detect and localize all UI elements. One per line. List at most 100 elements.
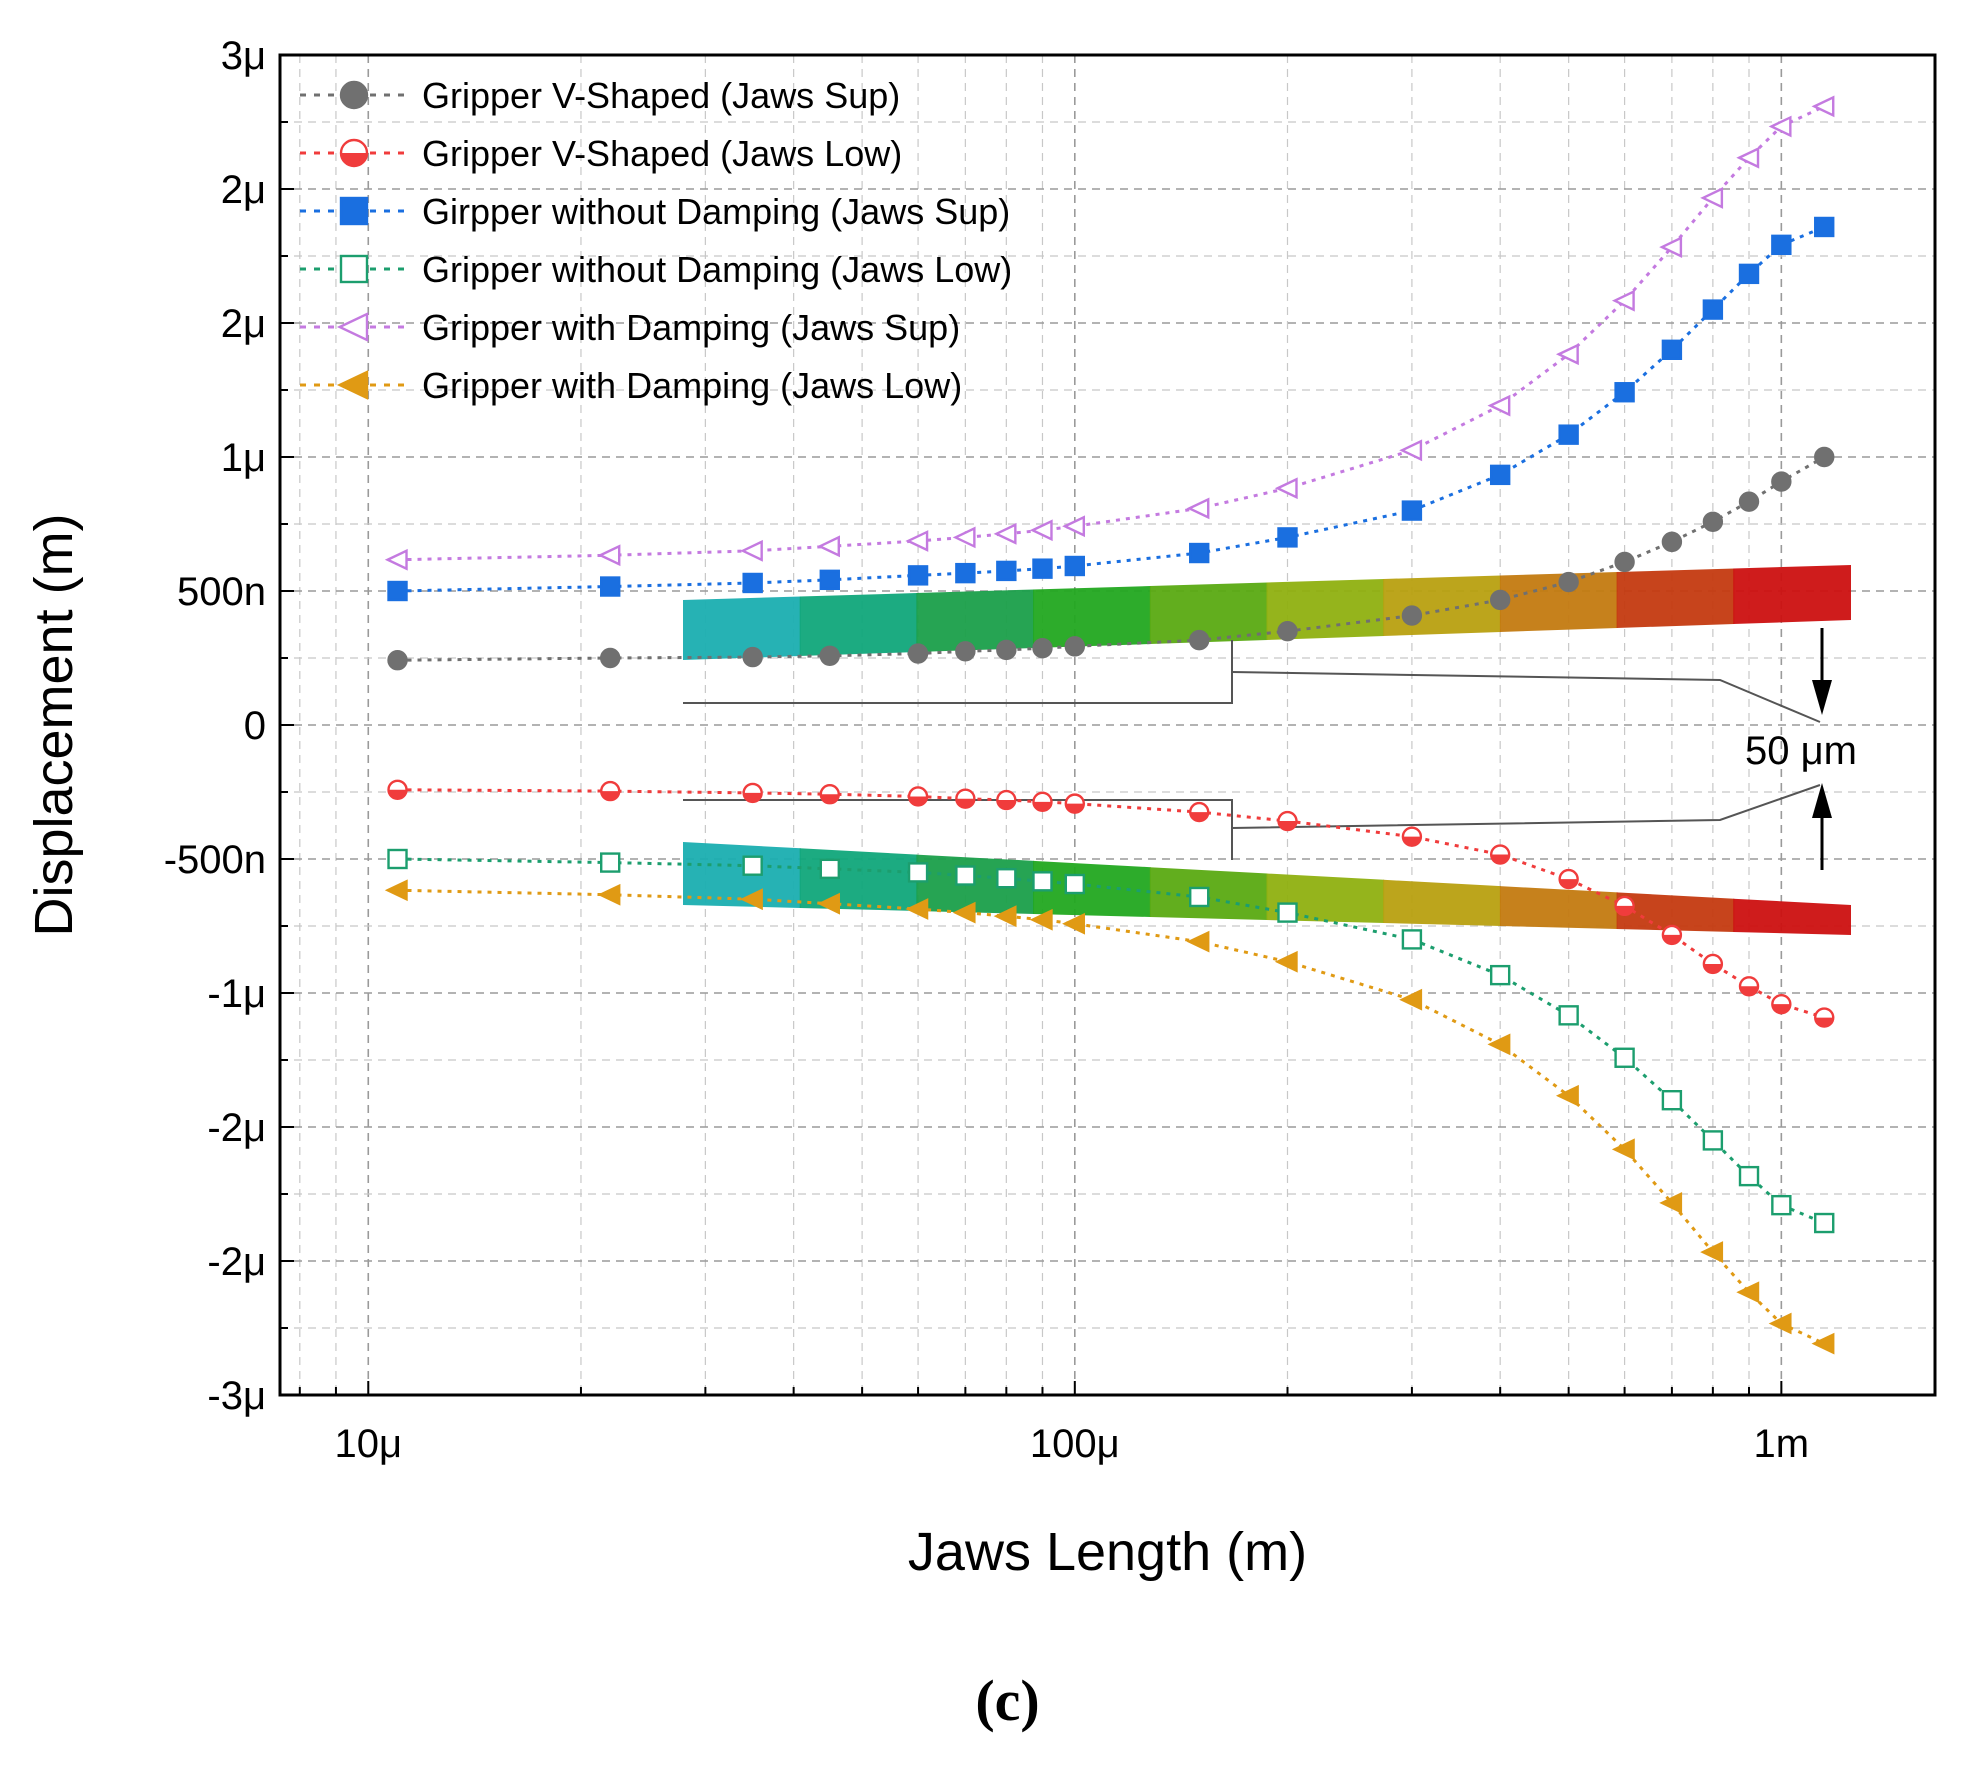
series-4: [387, 848, 1835, 1234]
data-point-half-fill: [1703, 963, 1722, 973]
y-axis-title: Displacement (m): [24, 513, 84, 936]
data-point: [996, 639, 1017, 661]
series-5: [384, 95, 1835, 571]
data-point: [742, 646, 763, 668]
jaw-outline: [683, 640, 1233, 704]
data-point: [1611, 289, 1635, 312]
data-point: [600, 576, 621, 597]
data-point: [1738, 491, 1760, 512]
series-layer: [384, 95, 1835, 1355]
data-point: [1032, 637, 1053, 659]
upper-jaw-segment: [1149, 582, 1268, 644]
data-point: [1186, 930, 1210, 953]
data-point: [905, 530, 929, 552]
data-point: [1399, 439, 1423, 462]
data-point: [1614, 382, 1635, 403]
data-point: [1029, 519, 1053, 542]
upper-jaw-segment: [799, 593, 918, 656]
legend-label: Gripper V-Shaped (Jaws Low): [422, 133, 902, 174]
data-point: [1064, 555, 1086, 577]
data-point-half-fill: [1815, 1017, 1834, 1027]
data-point: [1555, 343, 1579, 366]
data-point: [907, 862, 929, 883]
data-point: [1064, 873, 1086, 895]
data-point: [1738, 263, 1760, 285]
x-tick-label: 10μ: [334, 1422, 402, 1466]
y-tick-label: -500n: [164, 838, 266, 882]
data-point: [1274, 950, 1298, 973]
legend-label: Gripper with Damping (Jaws Low): [422, 365, 962, 406]
data-point: [993, 905, 1017, 928]
upper-jaw-segment: [916, 589, 1035, 652]
y-tick-label: 1μ: [221, 436, 266, 480]
data-point: [1401, 605, 1423, 626]
data-point: [1702, 299, 1724, 320]
data-point-half-fill: [1065, 803, 1084, 813]
data-point: [1659, 1192, 1683, 1214]
data-point: [1555, 1084, 1579, 1107]
data-point: [387, 650, 408, 671]
data-point: [742, 855, 763, 876]
data-point: [1277, 902, 1298, 923]
data-point: [905, 898, 929, 920]
data-point: [996, 560, 1017, 582]
data-point: [600, 852, 621, 873]
lower-jaw-segment: [1033, 860, 1151, 917]
lower-jaw-segment: [799, 848, 918, 911]
dimension-label: 50 μm: [1745, 729, 1857, 773]
data-point: [1768, 1312, 1792, 1335]
data-point: [336, 312, 369, 342]
y-tick-label: 0: [244, 704, 266, 748]
upper-jaw-segment: [1033, 586, 1151, 648]
data-point-half-fill: [743, 792, 762, 802]
data-point: [1558, 1005, 1579, 1026]
data-point: [1702, 511, 1724, 532]
data-point: [742, 572, 763, 594]
data-point: [819, 858, 840, 880]
lower-jaw-segment: [683, 842, 801, 908]
data-point: [907, 643, 929, 664]
data-point-half-fill: [1491, 854, 1510, 864]
upper-jaw-segment: [1383, 575, 1501, 636]
data-point-half-fill: [1740, 986, 1759, 996]
data-point: [1399, 988, 1423, 1011]
data-point: [1661, 531, 1683, 553]
y-tick-label: 500n: [177, 570, 266, 614]
data-point: [1401, 500, 1423, 521]
dimension-arrow-head: [1812, 783, 1832, 818]
lower-jaw-segment: [1616, 892, 1735, 932]
upper-jaw-segment: [1616, 568, 1735, 628]
legend-label: Gripper V-Shaped (Jaws Sup): [422, 75, 900, 116]
legend-item: Girpper without Damping (Jaws Sup): [300, 191, 1010, 232]
y-tick-label: 2μ: [221, 168, 266, 212]
data-point: [1277, 527, 1298, 548]
data-point: [1062, 912, 1086, 935]
legend-label: Gripper with Damping (Jaws Sup): [422, 307, 960, 348]
data-point: [597, 883, 621, 906]
data-point: [1814, 446, 1835, 468]
figure-caption: (c): [975, 1668, 1039, 1733]
data-point: [384, 879, 408, 902]
data-point: [817, 535, 840, 558]
data-point-half-fill: [909, 796, 928, 806]
data-point: [1771, 471, 1792, 492]
data-point: [1614, 1047, 1635, 1068]
series-3: [387, 216, 1835, 602]
series-line: [397, 105, 1825, 562]
data-point: [952, 901, 976, 924]
data-point: [1401, 929, 1423, 950]
data-point-half-fill: [1033, 801, 1052, 811]
data-point: [1661, 1089, 1683, 1111]
data-point: [817, 892, 840, 915]
data-point: [1487, 394, 1511, 417]
data-point: [1811, 1332, 1835, 1355]
data-point: [1736, 1281, 1760, 1304]
data-point: [955, 562, 976, 584]
data-point: [1771, 1194, 1792, 1216]
data-point: [1558, 424, 1579, 445]
data-point: [1814, 216, 1835, 238]
data-point: [1489, 964, 1511, 986]
y-tick-label: -1μ: [207, 972, 266, 1016]
y-tick-label: 2μ: [221, 302, 266, 346]
